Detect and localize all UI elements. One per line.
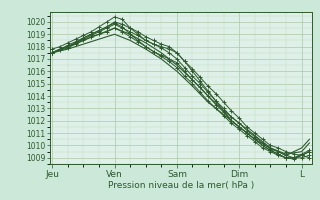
X-axis label: Pression niveau de la mer( hPa ): Pression niveau de la mer( hPa ) — [108, 181, 254, 190]
